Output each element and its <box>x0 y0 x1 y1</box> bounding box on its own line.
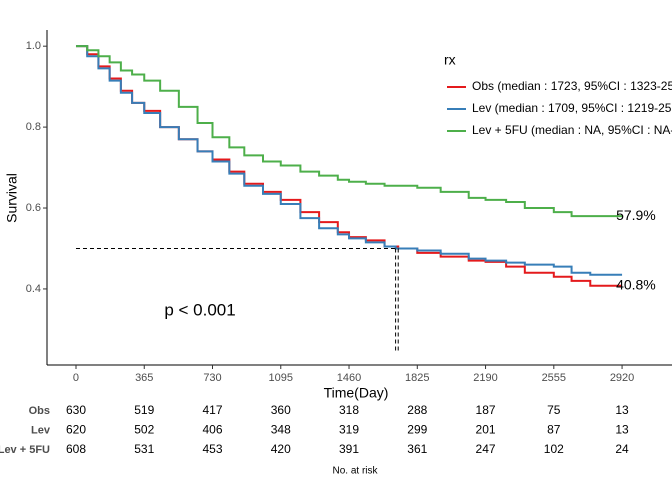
legend-label: Lev + 5FU (median : NA, 95%CI : NA- <box>472 123 672 137</box>
legend-label: Obs (median : 1723, 95%CI : 1323-25 <box>472 79 672 93</box>
risk-count: 299 <box>407 423 427 437</box>
risk-count: 75 <box>547 403 561 417</box>
risk-count: 620 <box>66 423 86 437</box>
y-tick-label: 0.6 <box>26 202 41 214</box>
p-value: p < 0.001 <box>164 300 235 319</box>
risk-count: 348 <box>271 423 291 437</box>
x-tick-label: 2920 <box>610 372 634 384</box>
end-label: 40.8% <box>616 276 656 292</box>
y-axis-title: Survival <box>4 173 20 223</box>
risk-count: 502 <box>134 423 154 437</box>
risk-row-label: Lev + 5FU <box>0 444 50 456</box>
risk-count: 360 <box>271 403 291 417</box>
survival-curve <box>75 45 623 276</box>
risk-count: 13 <box>615 403 629 417</box>
survival-curve <box>75 45 624 218</box>
x-tick-label: 1825 <box>405 372 429 384</box>
risk-count: 288 <box>407 403 427 417</box>
risk-count: 87 <box>547 423 561 437</box>
risk-count: 102 <box>544 442 564 456</box>
risk-count: 201 <box>476 423 496 437</box>
risk-count: 420 <box>271 442 291 456</box>
risk-count: 187 <box>476 403 496 417</box>
risk-count: 318 <box>339 403 359 417</box>
x-tick-label: 0 <box>73 372 79 384</box>
legend-label: Lev (median : 1709, 95%CI : 1219-25 <box>472 101 672 115</box>
risk-count: 24 <box>615 442 629 456</box>
y-tick-label: 0.8 <box>26 121 41 133</box>
x-axis-title: Time(Day) <box>324 385 389 401</box>
x-tick-label: 2555 <box>542 372 566 384</box>
risk-row-label: Lev <box>31 424 51 436</box>
x-tick-label: 2190 <box>473 372 497 384</box>
risk-count: 608 <box>66 442 86 456</box>
end-label: 57.9% <box>616 207 656 223</box>
risk-count: 319 <box>339 423 359 437</box>
risk-count: 247 <box>476 442 496 456</box>
risk-count: 391 <box>339 442 359 456</box>
x-tick-label: 1460 <box>337 372 361 384</box>
risk-count: 406 <box>202 423 222 437</box>
x-tick-label: 1095 <box>269 372 293 384</box>
risk-count: 13 <box>615 423 629 437</box>
risk-count: 519 <box>134 403 154 417</box>
risk-count: 361 <box>407 442 427 456</box>
y-tick-label: 1.0 <box>26 40 41 52</box>
legend-title: rx <box>444 52 456 68</box>
risk-count: 630 <box>66 403 86 417</box>
x-tick-label: 365 <box>135 372 153 384</box>
risk-count: 453 <box>202 442 222 456</box>
x-tick-label: 730 <box>203 372 221 384</box>
risk-count: 531 <box>134 442 154 456</box>
risk-table-title: No. at risk <box>332 466 378 477</box>
risk-count: 417 <box>202 403 222 417</box>
risk-row-label: Obs <box>29 405 50 417</box>
y-tick-label: 0.4 <box>26 283 41 295</box>
